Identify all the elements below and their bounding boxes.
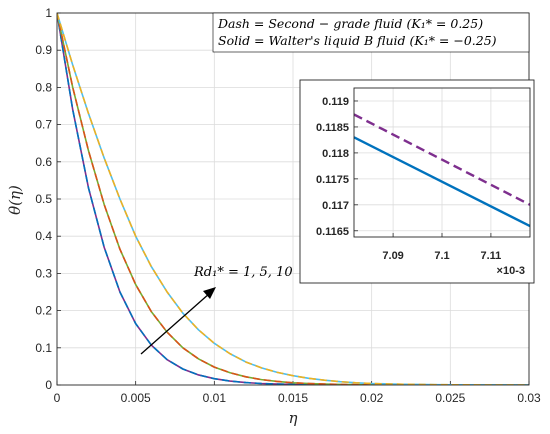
x-tick-label: 0.02: [360, 391, 384, 405]
y-tick-label: 0.7: [35, 118, 52, 132]
legend-solid-text: Solid = Walter's liquid B fluid (K₁* = −…: [218, 33, 497, 48]
inset-plot-frame: [353, 87, 531, 238]
series-line-dash: [57, 13, 529, 385]
inset-y-tick-label: 0.1165: [316, 226, 349, 238]
inset-y-tick-label: 0.1185: [316, 122, 349, 134]
y-tick-label: 0.6: [35, 155, 52, 169]
y-tick-label: 0.3: [35, 266, 52, 280]
inset-plot: 7.09 7.1 7.11 0.1165 0.117 0.1175 0.118 0.1185 0…: [299, 79, 535, 284]
annotation-arrow: [140, 292, 211, 355]
y-tick-label: 0.4: [35, 229, 52, 243]
y-tick-label: 0.1: [35, 341, 52, 355]
inset-y-tick-label: 0.117: [322, 200, 349, 212]
inset-x-tick-label: 7.09: [382, 250, 403, 262]
y-tick-label: 0.8: [35, 80, 52, 94]
legend-box: [212, 12, 530, 53]
y-tick-label: 1: [45, 6, 52, 20]
inset-x-exponent-label: ×10-3: [497, 265, 525, 277]
inset-y-tick-label: 0.1175: [316, 174, 349, 186]
x-axis-label: η: [289, 409, 298, 427]
y-tick-label: 0.5: [35, 192, 52, 206]
x-tick-label: 0.025: [435, 391, 465, 405]
y-axis-label: θ(η): [6, 185, 24, 215]
annotation-label: Rd₁* = 1, 5, 10: [193, 265, 293, 280]
x-tick-label: 0.01: [203, 391, 227, 405]
inset-x-tick-label: 7.1: [434, 250, 449, 262]
series-line-solid: [57, 13, 529, 385]
x-tick-label: 0.005: [121, 391, 151, 405]
inset-series-line-dash: [354, 113, 530, 206]
y-tick-label: 0.2: [35, 304, 52, 318]
series-line-dash: [57, 13, 529, 385]
inset-x-tick-label: 7.11: [480, 250, 501, 262]
inset-y-tick-label: 0.118: [322, 148, 349, 160]
y-tick-label: 0: [45, 378, 52, 392]
x-tick-label: 0: [54, 391, 61, 405]
inset-series-line-solid: [354, 136, 530, 228]
annotation: Rd₁* = 1, 5, 10: [140, 265, 293, 355]
x-tick-label: 0.015: [278, 391, 308, 405]
y-tick-label: 0.9: [35, 43, 52, 57]
legend: Dash = Second − grade fluid (K₁* = 0.25)…: [212, 12, 530, 53]
inset-y-tick-label: 0.119: [322, 96, 349, 108]
x-tick-label: 0.03: [517, 391, 541, 405]
annotation-arrowhead: [203, 287, 216, 299]
legend-dash-text: Dash = Second − grade fluid (K₁* = 0.25): [217, 16, 483, 31]
